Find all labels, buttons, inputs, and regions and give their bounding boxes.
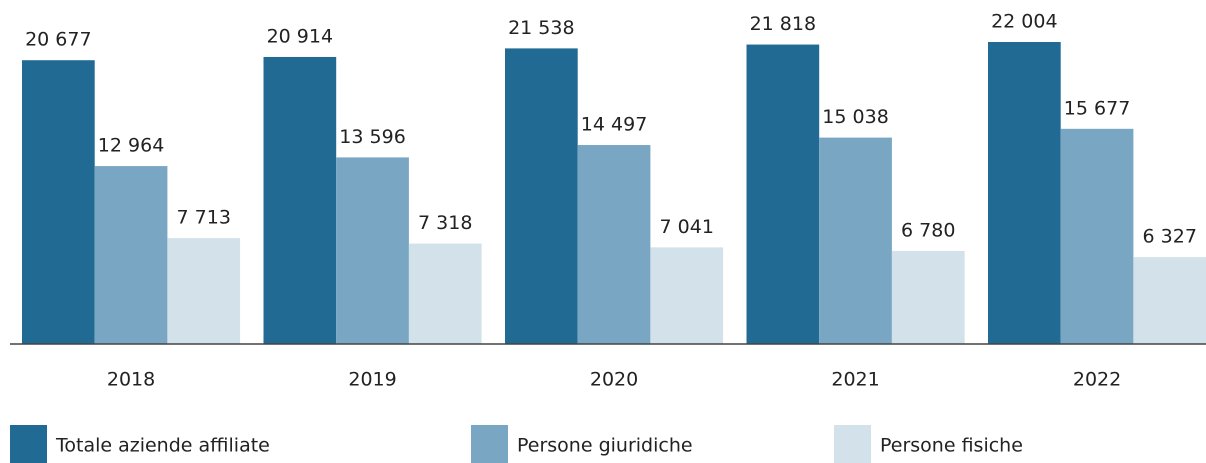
x-tick-label: 2018 [107, 369, 155, 391]
value-label: 20 914 [267, 25, 333, 47]
bar [1133, 257, 1206, 344]
value-label: 22 004 [991, 11, 1057, 33]
value-label: 12 964 [98, 135, 164, 157]
bar [577, 145, 651, 344]
value-label: 13 596 [339, 126, 405, 148]
x-tick-label: 2021 [831, 369, 879, 391]
legend-swatch [10, 425, 47, 463]
legend-label: Persone giuridiche [517, 435, 693, 457]
legend-swatch [471, 425, 508, 463]
bar [94, 166, 168, 344]
value-label: 21 818 [750, 13, 816, 35]
value-label: 15 677 [1064, 97, 1130, 119]
bar [1060, 128, 1134, 344]
bar [408, 243, 482, 344]
legend-swatch [834, 425, 871, 463]
bar [819, 137, 892, 344]
value-label: 21 538 [508, 17, 574, 39]
x-tick-label: 2019 [348, 369, 396, 391]
bar [988, 42, 1061, 344]
bar [746, 44, 820, 345]
value-label: 14 497 [581, 114, 647, 136]
bar [22, 60, 95, 345]
bar [650, 247, 724, 344]
x-tick-label: 2022 [1073, 369, 1121, 391]
value-label: 7 041 [660, 216, 714, 238]
value-label: 7 713 [177, 207, 231, 229]
bar [167, 238, 241, 344]
value-label: 15 038 [822, 106, 888, 128]
bar [505, 48, 578, 344]
value-label: 20 677 [25, 29, 91, 51]
legend-label: Totale aziende affiliate [55, 435, 270, 457]
bar [263, 56, 337, 344]
x-tick-label: 2020 [590, 369, 638, 391]
bar [336, 157, 409, 344]
value-label: 6 327 [1143, 226, 1197, 248]
bar [891, 250, 965, 344]
value-label: 7 318 [418, 212, 472, 234]
legend-label: Persone fisiche [880, 435, 1023, 457]
value-label: 6 780 [901, 219, 955, 241]
